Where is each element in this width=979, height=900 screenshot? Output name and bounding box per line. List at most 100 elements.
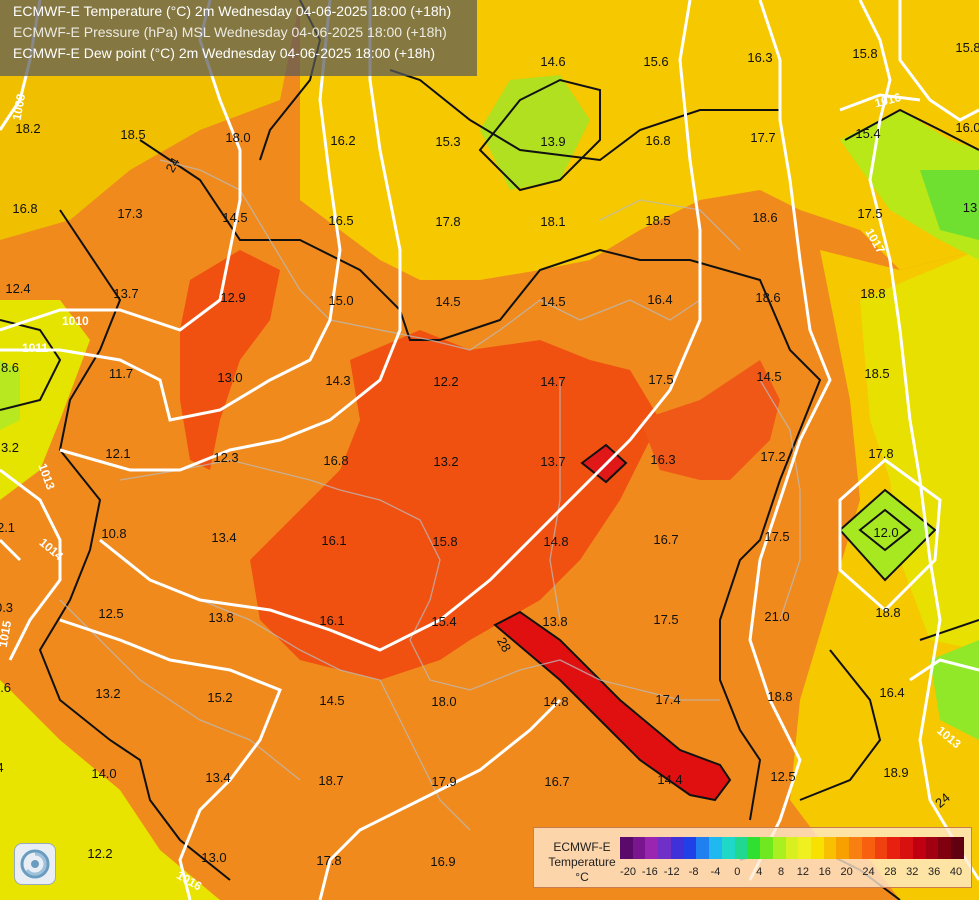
dewpoint-value: 12.5 — [98, 606, 123, 621]
legend-tick: 8 — [778, 866, 785, 878]
dewpoint-value: 15.4 — [431, 614, 456, 629]
dewpoint-value: 16.7 — [544, 774, 569, 789]
temp-band-12-16-se — [930, 640, 979, 740]
dewpoint-value: 14.8 — [543, 534, 568, 549]
dewpoint-value: 17.5 — [648, 372, 673, 387]
dewpoint-value: 16.8 — [323, 453, 348, 468]
dewpoint-value: 4 — [0, 760, 4, 775]
legend-tick: 36 — [928, 866, 941, 878]
dewpoint-value: 18.8 — [875, 605, 900, 620]
dewpoint-value: 18.8 — [860, 286, 885, 301]
dewpoint-value: 13.0 — [201, 850, 226, 865]
temp-band-12-16-w — [0, 360, 20, 430]
dewpoint-value: 16.8 — [645, 133, 670, 148]
isobar-label: 1010 — [62, 314, 89, 328]
dewpoint-value: 17.8 — [435, 214, 460, 229]
legend-swatch — [658, 837, 671, 859]
legend-ticks: -20 -16 -12 -8 -4 0 4 8 12 16 20 24 28 32 36 40 — [620, 866, 964, 880]
dewpoint-value: 17.8 — [868, 446, 893, 461]
dewpoint-value: 15.8 — [432, 534, 457, 549]
dewpoint-value: 18.6 — [755, 290, 780, 305]
legend-swatch — [632, 837, 646, 859]
legend-swatch — [925, 837, 939, 859]
legend-swatch — [811, 837, 824, 859]
dewpoint-value: 13.2 — [95, 686, 120, 701]
temp-band-28-32-center — [250, 330, 660, 680]
dewpoint-value: 17.2 — [760, 449, 785, 464]
legend-swatch — [912, 837, 926, 859]
legend-swatch — [709, 837, 722, 859]
legend-tick: -8 — [688, 866, 699, 878]
legend-unit: °C — [575, 870, 589, 884]
dewpoint-labels: 14.6 15.6 16.3 15.8 15.8 18.2 18.5 18.0 16.2 15.3… — [0, 40, 979, 869]
isobar-label: 1011 — [22, 341, 48, 355]
dewpoint-value: 10.8 — [101, 526, 126, 541]
legend-swatch — [887, 837, 901, 859]
legend-swatch — [849, 837, 862, 859]
dewpoint-value: 13.8 — [208, 610, 233, 625]
legend-swatch — [747, 837, 761, 859]
dewpoint-value: 11.7 — [109, 366, 133, 381]
dewpoint-value: 17.9 — [431, 774, 456, 789]
dewpoint-value: 18.5 — [645, 213, 670, 228]
header-dewpoint: ECMWF-E Dew point (°C) 2m Wednesday 04-0… — [13, 45, 436, 61]
legend-swatch — [798, 837, 812, 859]
dewpoint-value: 17.7 — [750, 130, 775, 145]
legend-tick: 24 — [862, 866, 875, 878]
legend-tick: -20 — [620, 866, 636, 878]
legend-tick: 12 — [796, 866, 810, 878]
dewpoint-value: 14.6 — [540, 54, 565, 69]
dewpoint-value: 16.1 — [321, 533, 346, 548]
dewpoint-value: 15.2 — [207, 690, 232, 705]
isobar-label: 1016 — [873, 90, 903, 111]
temp-band-28-32-nw — [180, 250, 280, 470]
dewpoint-value: 13.4 — [211, 530, 236, 545]
legend-tick: -12 — [663, 866, 680, 878]
temp-band-12-16-e — [840, 490, 935, 580]
legend-tick: -16 — [641, 866, 658, 878]
legend-swatch — [721, 837, 735, 859]
dewpoint-value: 15.3 — [435, 134, 460, 149]
legend-tick: 32 — [906, 866, 919, 878]
legend-color-bar — [620, 837, 964, 859]
temp-band-12-16-green-ne — [920, 170, 979, 240]
dewpoint-value: 14.8 — [543, 694, 568, 709]
dewpoint-value: 14.5 — [319, 693, 344, 708]
dewpoint-value: 12.9 — [220, 290, 245, 305]
dewpoint-value: 16.5 — [328, 213, 353, 228]
dewpoint-value: 17.4 — [655, 692, 680, 707]
dewpoint-value: 12.2 — [433, 374, 458, 389]
dewpoint-value: 17.5 — [653, 612, 678, 627]
dewpoint-value: 13.4 — [205, 770, 230, 785]
dewpoint-value: 12.0 — [873, 525, 898, 540]
legend-swatch — [938, 837, 952, 859]
dewpoint-value: 16.3 — [650, 452, 675, 467]
dewpoint-value: 18.5 — [120, 127, 145, 142]
dewpoint-value: 18.9 — [883, 765, 908, 780]
legend-tick: 0 — [734, 866, 741, 878]
header-temperature: ECMWF-E Temperature (°C) 2m Wednesday 04… — [13, 3, 452, 19]
dewpoint-value: 18.1 — [540, 214, 565, 229]
isobar-label: 1008 — [10, 92, 28, 121]
legend-swatch — [861, 837, 875, 859]
dewpoint-value: 17.3 — [117, 206, 142, 221]
dewpoint-value: 13.7 — [540, 454, 565, 469]
dewpoint-value: 13 — [963, 200, 977, 215]
dewpoint-value: 17.5 — [857, 206, 882, 221]
legend-swatch — [670, 837, 684, 859]
dewpoint-value: 12.5 — [770, 769, 795, 784]
dewpoint-value: 14.3 — [325, 373, 350, 388]
dewpoint-value: 14.5 — [540, 294, 565, 309]
dewpoint-value: 12.4 — [5, 281, 30, 296]
dewpoint-value: 16.1 — [319, 613, 344, 628]
legend-swatch — [734, 837, 748, 859]
dewpoint-value: 14.7 — [540, 374, 565, 389]
dewpoint-value: 17.5 — [764, 529, 789, 544]
dewpoint-value: 15.8 — [955, 40, 979, 55]
dewpoint-value: 3.2 — [1, 440, 19, 455]
isotherm-label: 24 — [162, 155, 182, 175]
dewpoint-value: 14.5 — [222, 210, 247, 225]
legend-title: ECMWF-E Temperature °C — [542, 840, 622, 885]
